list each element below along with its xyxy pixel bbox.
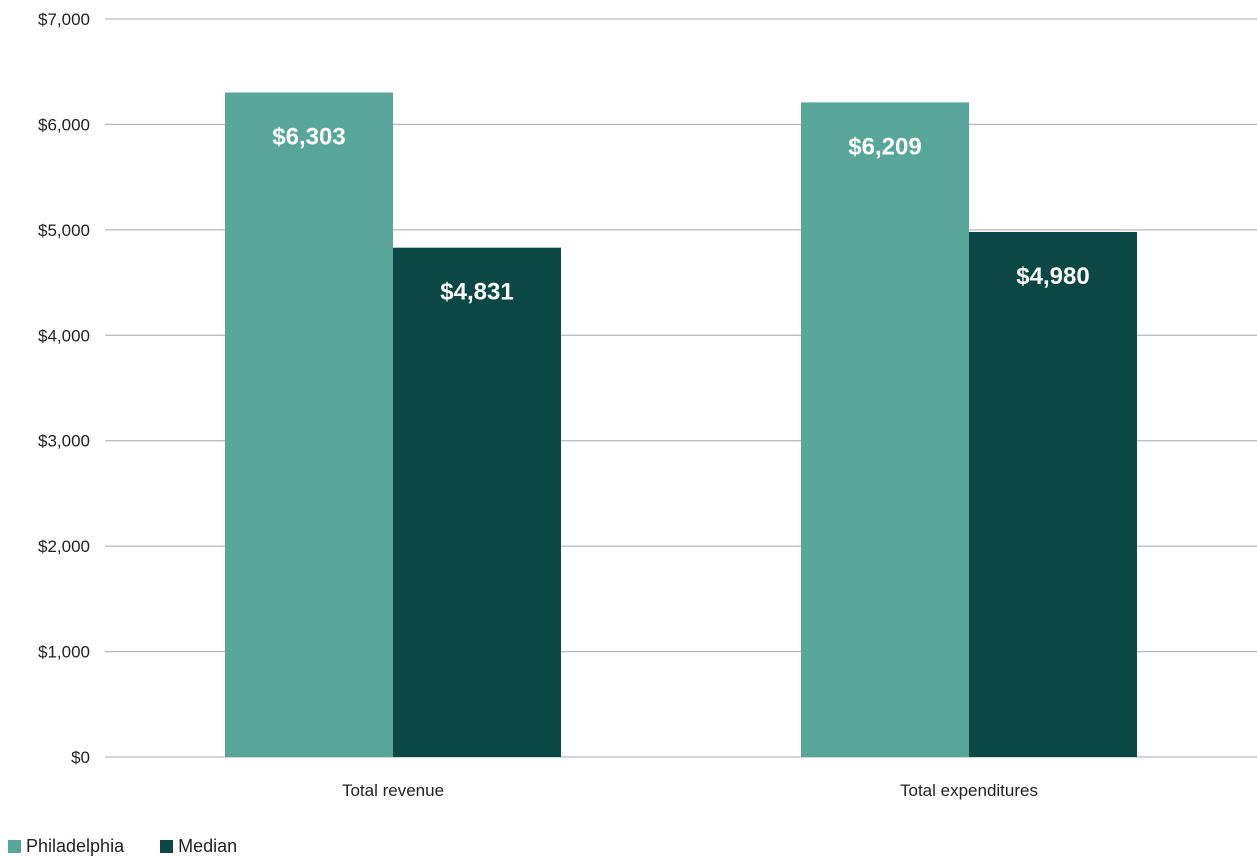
legend-label-series-0: Philadelphia [26, 836, 125, 856]
y-tick-label: $3,000 [38, 432, 90, 451]
legend: Philadelphia Median [8, 836, 237, 857]
bar-value-label: $6,303 [272, 123, 345, 150]
bar-data-labels: $6,303 $4,831 $6,209 $4,980 [272, 123, 1089, 305]
bars [225, 92, 1137, 758]
y-tick-label: $5,000 [38, 221, 90, 240]
bar-value-label: $4,831 [440, 279, 513, 306]
x-category-label: Total revenue [342, 781, 444, 800]
y-tick-label: $6,000 [38, 115, 90, 134]
y-tick-label: $7,000 [38, 10, 90, 29]
bar-chart: $0 $1,000 $2,000 $3,000 $4,000 $5,000 $6,000 $7… [38, 10, 1257, 800]
bar-value-label: $6,209 [848, 133, 921, 160]
y-axis-tick-labels: $0 $1,000 $2,000 $3,000 $4,000 $5,000 $6,000 $7… [38, 10, 90, 767]
bar [225, 92, 393, 758]
legend-item-series-0: Philadelphia [8, 836, 124, 857]
legend-item-series-1: Median [160, 836, 237, 857]
legend-swatch-series-0 [8, 840, 21, 853]
bar-value-label: $4,980 [1016, 263, 1089, 290]
y-tick-label: $0 [71, 748, 90, 767]
y-tick-label: $2,000 [38, 537, 90, 556]
bar [801, 102, 969, 758]
bar [393, 247, 561, 758]
bar [969, 231, 1137, 758]
y-tick-label: $1,000 [38, 643, 90, 662]
legend-swatch-series-1 [160, 840, 174, 853]
x-category-label: Total expenditures [900, 781, 1038, 800]
y-tick-label: $4,000 [38, 326, 90, 345]
x-axis-category-labels: Total revenue Total expenditures [342, 781, 1038, 800]
legend-label-series-1: Median [178, 836, 238, 856]
